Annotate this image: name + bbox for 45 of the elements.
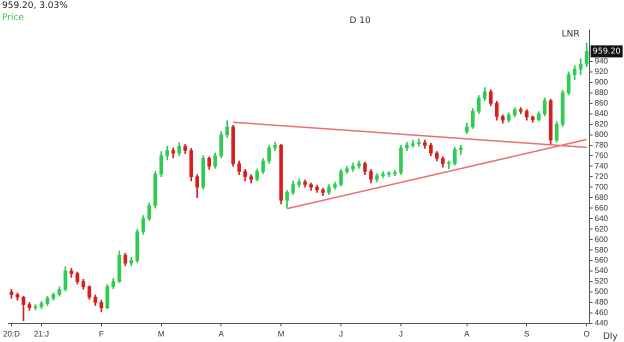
y-tick-label: 820: [594, 120, 609, 129]
y-tick-label: 640: [594, 214, 609, 223]
x-tick-label: A: [218, 329, 224, 338]
y-tick-label: 580: [594, 245, 609, 254]
y-tick-label: 740: [594, 161, 609, 170]
y-tick-label: 600: [594, 234, 609, 244]
x-tick-label: 21:J: [34, 329, 49, 338]
y-tick-label: 460: [594, 308, 609, 318]
y-tick-label: 440: [594, 318, 609, 328]
y-tick-label: 840: [594, 109, 609, 118]
x-tick-label: J: [339, 329, 344, 338]
y-tick-label: 940: [594, 56, 609, 66]
y-tick-label: 500: [594, 287, 609, 296]
candlestick: [387, 171, 391, 178]
x-tick-label: S: [524, 329, 530, 338]
y-tick-label: 860: [594, 98, 609, 108]
y-tick-label: 540: [594, 266, 609, 276]
x-tick-label: A: [464, 329, 470, 338]
x-tick-label: F: [98, 329, 104, 338]
x-tick-label: M: [278, 329, 285, 338]
y-tick-label: 700: [594, 182, 609, 192]
chart-subtitle: Price: [2, 13, 24, 23]
text: D 10: [349, 16, 371, 26]
text: 959.20: [592, 46, 621, 56]
y-tick-label: 760: [594, 150, 609, 160]
y-tick-label: 920: [594, 67, 609, 76]
annotation: LNR: [562, 30, 580, 40]
y-tick-label: 880: [594, 88, 609, 98]
y-tick-label: 900: [594, 78, 609, 87]
chart-title: 959.20, 3.03%: [2, 1, 68, 11]
y-tick-label: 680: [594, 192, 609, 202]
y-tick-label: 800: [594, 130, 609, 139]
x-tick-label: 20:D: [3, 329, 20, 338]
x-tick-label: J: [398, 329, 403, 338]
y-tick-label: 660: [594, 203, 609, 212]
y-tick-label: 620: [594, 224, 609, 234]
candlestick: [34, 304, 38, 310]
y-tick-label: 780: [594, 140, 609, 150]
y-tick-label: 520: [594, 276, 609, 286]
y-tick-label: 480: [594, 298, 609, 307]
y-tick-label: 720: [594, 172, 609, 181]
text: Dly: [602, 332, 618, 342]
x-tick-label: M: [158, 329, 165, 338]
x-tick-label: O: [584, 329, 590, 338]
y-tick-label: 560: [594, 256, 609, 265]
